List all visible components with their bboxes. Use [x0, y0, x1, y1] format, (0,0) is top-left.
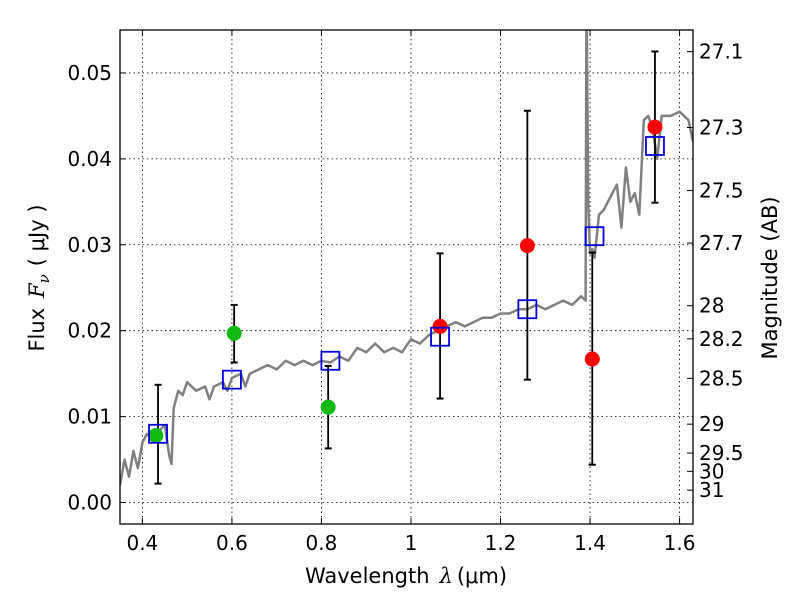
- x-tick-label: 0.4: [126, 531, 158, 555]
- model-photometry-square: [148, 423, 168, 444]
- model-photometry-square: [584, 226, 605, 247]
- green-data-point: [148, 428, 164, 444]
- y-tick-label: 0.02: [67, 319, 112, 343]
- model-photometry-square: [517, 299, 538, 320]
- model-spectrum-line: [120, 30, 693, 486]
- x-axis-symbol: λ: [439, 564, 453, 588]
- green-data-point: [320, 399, 336, 415]
- y-tick-label: 0.05: [67, 61, 112, 85]
- magnitude-axis-label: Magnitude (AB): [758, 196, 782, 359]
- y-axis-symbol-subscript: ν: [35, 274, 53, 283]
- magnitude-tick-label: 28.2: [699, 327, 744, 351]
- x-tick-label: 1: [405, 531, 418, 555]
- model-photometry-square: [430, 326, 450, 347]
- axis-ticks: 0.4 0.6 0.8 1 1.2 1.4 1.6 0.00 0.01 0.02 0.03 0.04 0…: [67, 30, 744, 555]
- y-axis-symbol: F: [25, 282, 49, 299]
- red-data-point: [647, 119, 663, 135]
- y-tick-label: 0.00: [67, 491, 112, 515]
- magnitude-tick-label: 28.5: [699, 366, 744, 390]
- x-tick-label: 1.6: [664, 531, 696, 555]
- x-tick-label: 1.4: [574, 531, 606, 555]
- x-tick-label: 1.2: [485, 531, 517, 555]
- x-axis-label-text: Wavelength: [305, 564, 430, 588]
- x-axis-unit: (μm): [457, 564, 507, 588]
- plot-frame: [119, 29, 694, 525]
- red-data-point: [432, 318, 448, 334]
- y-tick-label: 0.04: [67, 147, 112, 171]
- y-tick-label: 0.03: [67, 233, 112, 257]
- magnitude-tick-label: 27.7: [699, 231, 744, 255]
- grid-lines: [120, 30, 693, 524]
- y-axis-unit: ( μJy ): [25, 204, 49, 266]
- plot-data: [120, 30, 693, 486]
- red-data-point: [584, 351, 600, 367]
- magnitude-tick-label: 29: [699, 412, 724, 436]
- green-data-point: [226, 325, 242, 341]
- x-axis-label: Wavelength λ (μm): [305, 564, 507, 588]
- model-photometry-square: [222, 369, 242, 390]
- x-tick-label: 0.8: [306, 531, 338, 555]
- magnitude-tick-label: 27.3: [699, 115, 744, 139]
- magnitude-tick-label: 28: [699, 294, 724, 318]
- magnitude-tick-label: 29.5: [699, 441, 744, 465]
- magnitude-tick-label: 31: [699, 478, 724, 502]
- x-tick-label: 0.6: [216, 531, 248, 555]
- magnitude-tick-label: 30: [699, 459, 724, 483]
- magnitude-tick-label: 27.5: [699, 179, 744, 203]
- model-photometry-square: [645, 136, 665, 156]
- model-photometry-square: [320, 350, 341, 371]
- y-tick-label: 0.01: [67, 405, 112, 429]
- y-axis-label: Flux Fν ( μJy ): [25, 204, 53, 351]
- red-data-point: [519, 238, 535, 254]
- magnitude-tick-label: 27.1: [699, 40, 744, 64]
- y-axis-label-text: Flux: [25, 308, 49, 352]
